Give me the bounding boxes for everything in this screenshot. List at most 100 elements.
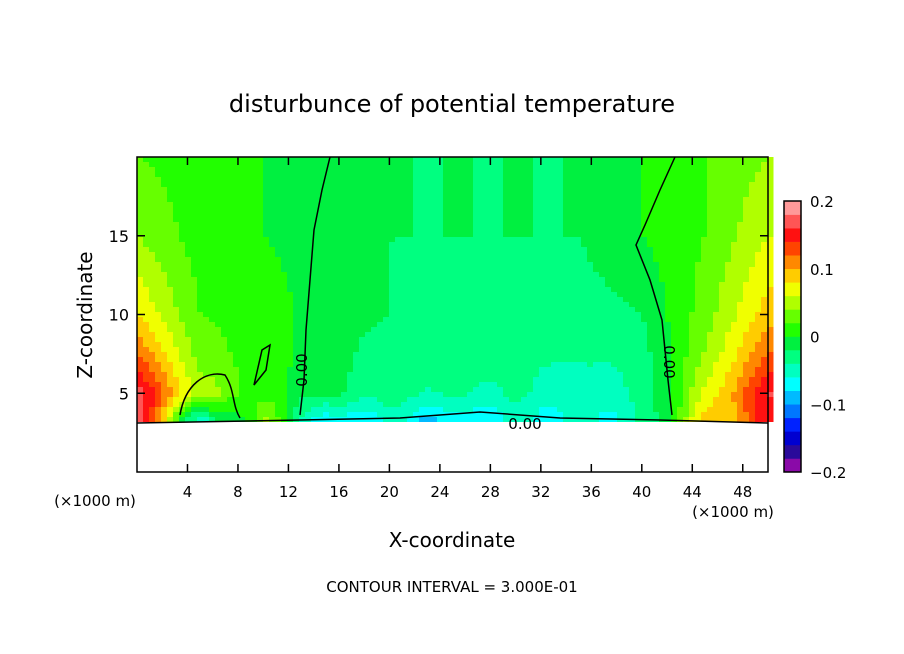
heatmap-cell [731,167,738,173]
heatmap-cell [683,192,690,198]
heatmap-cell [329,337,336,343]
heatmap-cell [503,377,510,383]
heatmap-cell [227,157,234,163]
heatmap-cell [407,382,414,388]
heatmap-cell [245,337,252,343]
heatmap-cell [503,312,510,318]
heatmap-cell [383,312,390,318]
heatmap-cell [707,167,714,173]
heatmap-cell [641,197,648,203]
heatmap-cell [347,217,354,223]
heatmap-cell [449,242,456,248]
heatmap-cell [587,207,594,213]
heatmap-cell [677,377,684,383]
heatmap-cell [185,262,192,268]
heatmap-cell [611,292,618,298]
heatmap-cell [413,307,420,313]
heatmap-cell [635,177,642,183]
heatmap-cell [683,217,690,223]
heatmap-cell [533,312,540,318]
heatmap-cell [191,232,198,238]
heatmap-cell [137,307,144,313]
heatmap-cell [539,307,546,313]
heatmap-cell [593,237,600,243]
heatmap-cell [269,282,276,288]
heatmap-cell [347,207,354,213]
heatmap-cell [731,337,738,343]
heatmap-cell [329,267,336,273]
heatmap-cell [155,372,162,378]
heatmap-cell [749,387,756,393]
heatmap-cell [431,327,438,333]
heatmap-cell [209,327,216,333]
heatmap-cell [695,332,702,338]
heatmap-cell [641,247,648,253]
heatmap-cell [305,172,312,178]
heatmap-cell [761,342,768,348]
heatmap-cell [251,322,258,328]
heatmap-cell [143,222,150,228]
heatmap-cell [611,177,618,183]
heatmap-cell [707,387,714,393]
heatmap-cell [167,332,174,338]
heatmap-cell [161,202,168,208]
heatmap-cell [203,382,210,388]
heatmap-cell [647,227,654,233]
heatmap-cell [599,307,606,313]
heatmap-cell [467,202,474,208]
heatmap-cell [299,342,306,348]
heatmap-cell [629,167,636,173]
heatmap-cell [143,292,150,298]
heatmap-cell [215,267,222,273]
heatmap-cell [659,332,666,338]
heatmap-cell [689,242,696,248]
heatmap-cell [233,292,240,298]
heatmap-cell [683,257,690,263]
heatmap-cell [413,272,420,278]
heatmap-cell [179,392,186,398]
heatmap-cell [359,187,366,193]
heatmap-cell [479,367,486,373]
heatmap-cell [677,382,684,388]
heatmap-cell [395,307,402,313]
heatmap-cell [449,237,456,243]
heatmap-cell [485,182,492,188]
heatmap-cell [389,322,396,328]
heatmap-cell [323,267,330,273]
heatmap-cell [431,247,438,253]
heatmap-cell [383,272,390,278]
heatmap-cell [467,192,474,198]
heatmap-cell [671,202,678,208]
heatmap-cell [347,252,354,258]
heatmap-cell [299,282,306,288]
heatmap-cell [251,367,258,373]
heatmap-cell [227,337,234,343]
heatmap-cell [443,367,450,373]
heatmap-cell [575,332,582,338]
heatmap-cell [347,317,354,323]
heatmap-cell [737,287,744,293]
heatmap-cell [305,187,312,193]
heatmap-cell [641,312,648,318]
heatmap-cell [563,242,570,248]
heatmap-cell [593,272,600,278]
heatmap-cell [461,162,468,168]
heatmap-cell [437,292,444,298]
heatmap-cell [251,242,258,248]
heatmap-cell [515,267,522,273]
heatmap-cell [749,262,756,268]
heatmap-cell [707,262,714,268]
heatmap-cell [293,192,300,198]
heatmap-cell [587,352,594,358]
heatmap-cell [503,232,510,238]
heatmap-cell [269,202,276,208]
heatmap-cell [227,387,234,393]
heatmap-cell [419,362,426,368]
heatmap-cell [575,272,582,278]
heatmap-cell [377,227,384,233]
heatmap-cell [557,227,564,233]
heatmap-cell [335,267,342,273]
heatmap-cell [395,387,402,393]
heatmap-cell [353,172,360,178]
heatmap-cell [563,157,570,163]
